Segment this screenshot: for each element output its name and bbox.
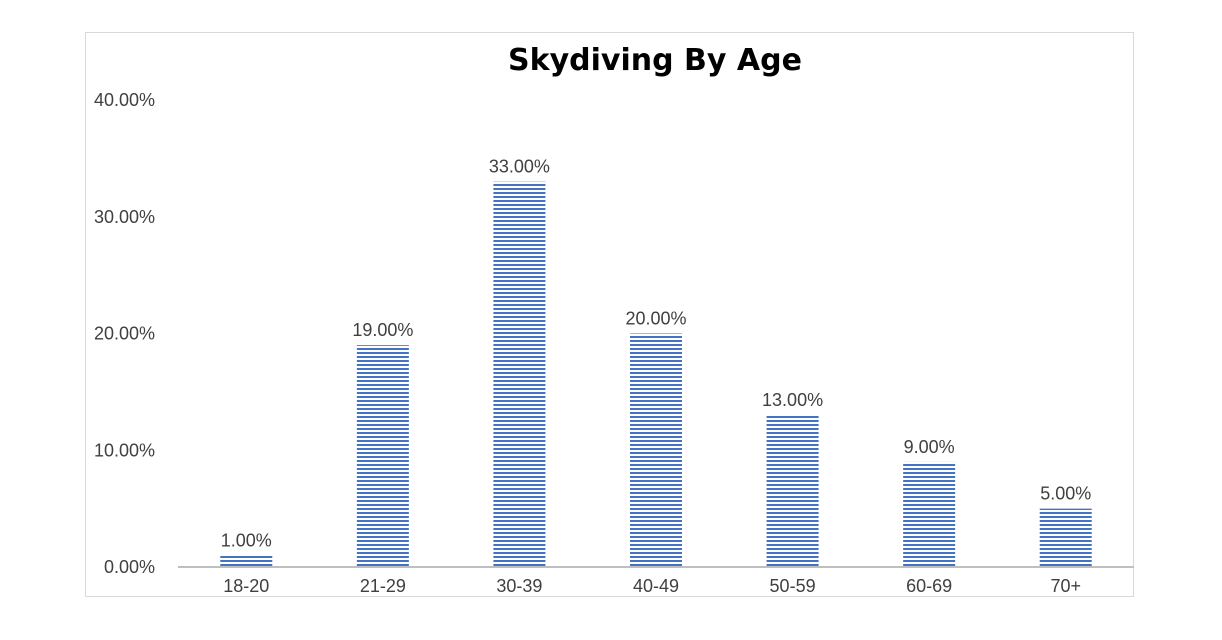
bars: 1.00% 19.00% 33.00% 20.00% 13.00% 9.00% 5.00%: [220, 157, 1092, 567]
bar: [630, 333, 682, 567]
x-tick-label: 30-39: [496, 576, 542, 596]
x-tick-label: 60-69: [906, 576, 952, 596]
x-axis: 18-20 21-29 30-39 40-49 50-59 60-69 70+: [223, 576, 1081, 596]
data-label: 1.00%: [221, 530, 272, 550]
y-tick-label: 0.00%: [104, 557, 155, 577]
x-tick-label: 50-59: [770, 576, 816, 596]
y-tick-label: 30.00%: [94, 207, 155, 227]
data-label: 13.00%: [762, 390, 823, 410]
data-label: 5.00%: [1040, 484, 1091, 504]
bar: [1039, 508, 1092, 567]
y-axis: 0.00% 10.00% 20.00% 30.00% 40.00%: [94, 90, 155, 577]
bar: [903, 461, 956, 567]
chart-title: Skydiving By Age: [508, 43, 802, 78]
data-label: 9.00%: [904, 437, 955, 457]
data-label: 20.00%: [625, 309, 686, 329]
x-tick-label: 40-49: [633, 576, 679, 596]
bar: [766, 415, 819, 567]
y-tick-label: 10.00%: [94, 440, 155, 460]
x-tick-label: 21-29: [360, 576, 406, 596]
data-label: 19.00%: [352, 320, 413, 340]
bar: [493, 181, 546, 567]
bar: [220, 555, 273, 567]
x-tick-label: 18-20: [223, 576, 269, 596]
bar: [356, 345, 409, 567]
y-tick-label: 40.00%: [94, 90, 155, 110]
chart-frame: [85, 32, 1134, 597]
x-tick-label: 70+: [1050, 576, 1081, 596]
data-label: 33.00%: [489, 157, 550, 177]
y-tick-label: 20.00%: [94, 324, 155, 344]
